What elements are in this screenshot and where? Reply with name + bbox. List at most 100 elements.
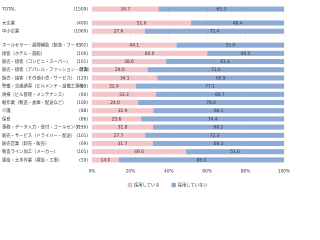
category-label: 販売・接客（その他小売・サービス） <box>2 74 75 81</box>
count-label: (1509) <box>74 7 89 13</box>
value-label: 49.0 <box>134 149 144 155</box>
category-label: 販売・接客（コンビニ・スーパー） <box>2 58 71 65</box>
value-label: 68.3 <box>214 141 224 147</box>
bar-segment <box>92 67 148 73</box>
bar-segment <box>118 157 284 163</box>
value-label: 31.7 <box>118 141 128 147</box>
value-label: 68.1 <box>214 108 224 114</box>
count-label: (86) <box>79 116 88 122</box>
bar-segment <box>92 83 136 89</box>
legend-swatch <box>127 182 133 188</box>
bar-segment <box>92 157 119 163</box>
category-label: 軽作業（製造・倉庫・配送など） <box>2 99 66 106</box>
x-tick-label: 40% <box>164 169 174 175</box>
count-label: (50) <box>79 157 88 163</box>
bar-segment <box>144 28 284 34</box>
value-label: 77.1 <box>205 84 215 90</box>
bar-segment <box>176 42 284 48</box>
bar-segment <box>166 59 284 65</box>
value-label: 48.4 <box>233 21 243 27</box>
bar-segment <box>157 75 284 81</box>
value-label: 27.7 <box>114 133 124 139</box>
value-label: 29.0 <box>115 67 125 73</box>
category-label: 警備・交通誘導（ビルメンテ・設備工事等） <box>2 83 88 90</box>
category-label: 販売営業（卸売・販売） <box>2 140 49 147</box>
legend-swatch <box>171 182 176 188</box>
x-tick-label: 60% <box>202 169 212 175</box>
bar-segment <box>92 75 158 81</box>
value-label: 40.0 <box>241 51 251 57</box>
category-label: 製造ライン加工（メーカー） <box>2 148 58 155</box>
bar-segment <box>92 124 154 130</box>
count-label: (400) <box>76 21 88 27</box>
value-label: 44.1 <box>130 43 140 49</box>
category-label: 清掃（ビル管理・メンテナンス） <box>2 91 66 98</box>
value-label: 72.3 <box>210 133 220 139</box>
bar-segment <box>207 50 284 56</box>
category-label: 販売・サービス（ドライバー・配送） <box>2 132 75 139</box>
category-label: 大企業 <box>2 20 16 27</box>
value-label: 65.3 <box>217 7 227 13</box>
bar-segment <box>92 116 142 122</box>
bar-segment <box>138 99 284 106</box>
count-label: (101) <box>76 59 88 65</box>
value-label: 31.8 <box>118 125 128 131</box>
count-label: (100) <box>76 51 88 57</box>
category-label: 販売・接客（アパレル・ファッション・雑貨） <box>2 66 92 73</box>
bar-segment <box>92 149 187 155</box>
value-label: 51.6 <box>137 21 147 27</box>
value-label: 60.0 <box>145 51 155 57</box>
category-label: 介護 <box>2 107 11 114</box>
chart: 0% 20% 40% 60% 80% 100% TOTAL (1509) 34.7 65.3 大企業… <box>1 5 290 189</box>
value-label: 24.0 <box>110 100 120 106</box>
category-label: 保育 <box>2 115 11 122</box>
value-label: 14.0 <box>101 157 111 163</box>
bar-segment <box>92 132 146 138</box>
bar-segment <box>92 28 145 34</box>
category-label: TOTAL <box>1 7 16 13</box>
value-label: 65.9 <box>216 75 226 81</box>
value-label: 22.9 <box>109 84 119 90</box>
count-label: (101) <box>76 133 88 139</box>
category-label: 事務・データ入力・受付・コールセンター <box>2 124 84 131</box>
bar-segment <box>152 140 284 147</box>
value-label: 34.1 <box>120 75 130 81</box>
bar-segment <box>153 108 284 114</box>
category-label: 建設・土木作業（建設・工事） <box>2 156 62 163</box>
value-label: 76.0 <box>206 100 216 106</box>
bar-segment <box>141 116 284 122</box>
bar-segment <box>186 149 284 155</box>
bar-segment <box>92 6 159 12</box>
value-label: 34.7 <box>121 7 131 13</box>
count-label: (100) <box>76 100 88 106</box>
bar-segment <box>92 42 177 48</box>
count-label: (88) <box>79 108 88 114</box>
bar-segment <box>92 108 154 114</box>
value-label: 38.6 <box>124 59 134 65</box>
bar-segment <box>155 91 284 97</box>
bar-segment <box>147 67 284 73</box>
bar-segment <box>92 140 153 147</box>
value-label: 66.7 <box>215 92 225 98</box>
count-label: (302) <box>76 43 88 49</box>
category-label: 中小企業 <box>2 28 20 35</box>
x-tick-label: 80% <box>241 169 251 175</box>
bar-segment <box>92 91 156 97</box>
value-label: 55.9 <box>226 43 236 49</box>
bar-segment <box>145 132 284 138</box>
x-tick-label: 0% <box>89 169 96 175</box>
category-label: ホールセラー・調理補助（飲食・フード） <box>2 42 84 49</box>
bar-segment <box>191 20 284 26</box>
value-label: 25.6 <box>112 116 122 122</box>
x-tick-label: 100% <box>278 169 290 175</box>
bar-segment <box>92 99 139 106</box>
x-tick-label: 20% <box>126 169 136 175</box>
legend-label: 採用していない <box>178 182 208 189</box>
count-label: (1069) <box>74 29 89 35</box>
legend-label: 採用している <box>134 182 160 189</box>
count-label: (101) <box>76 149 88 155</box>
bar-segment <box>92 59 167 65</box>
count-label: (69) <box>79 141 88 147</box>
bar-segment <box>135 83 284 89</box>
category-label: 接客（ホテル・旅館） <box>2 50 45 57</box>
